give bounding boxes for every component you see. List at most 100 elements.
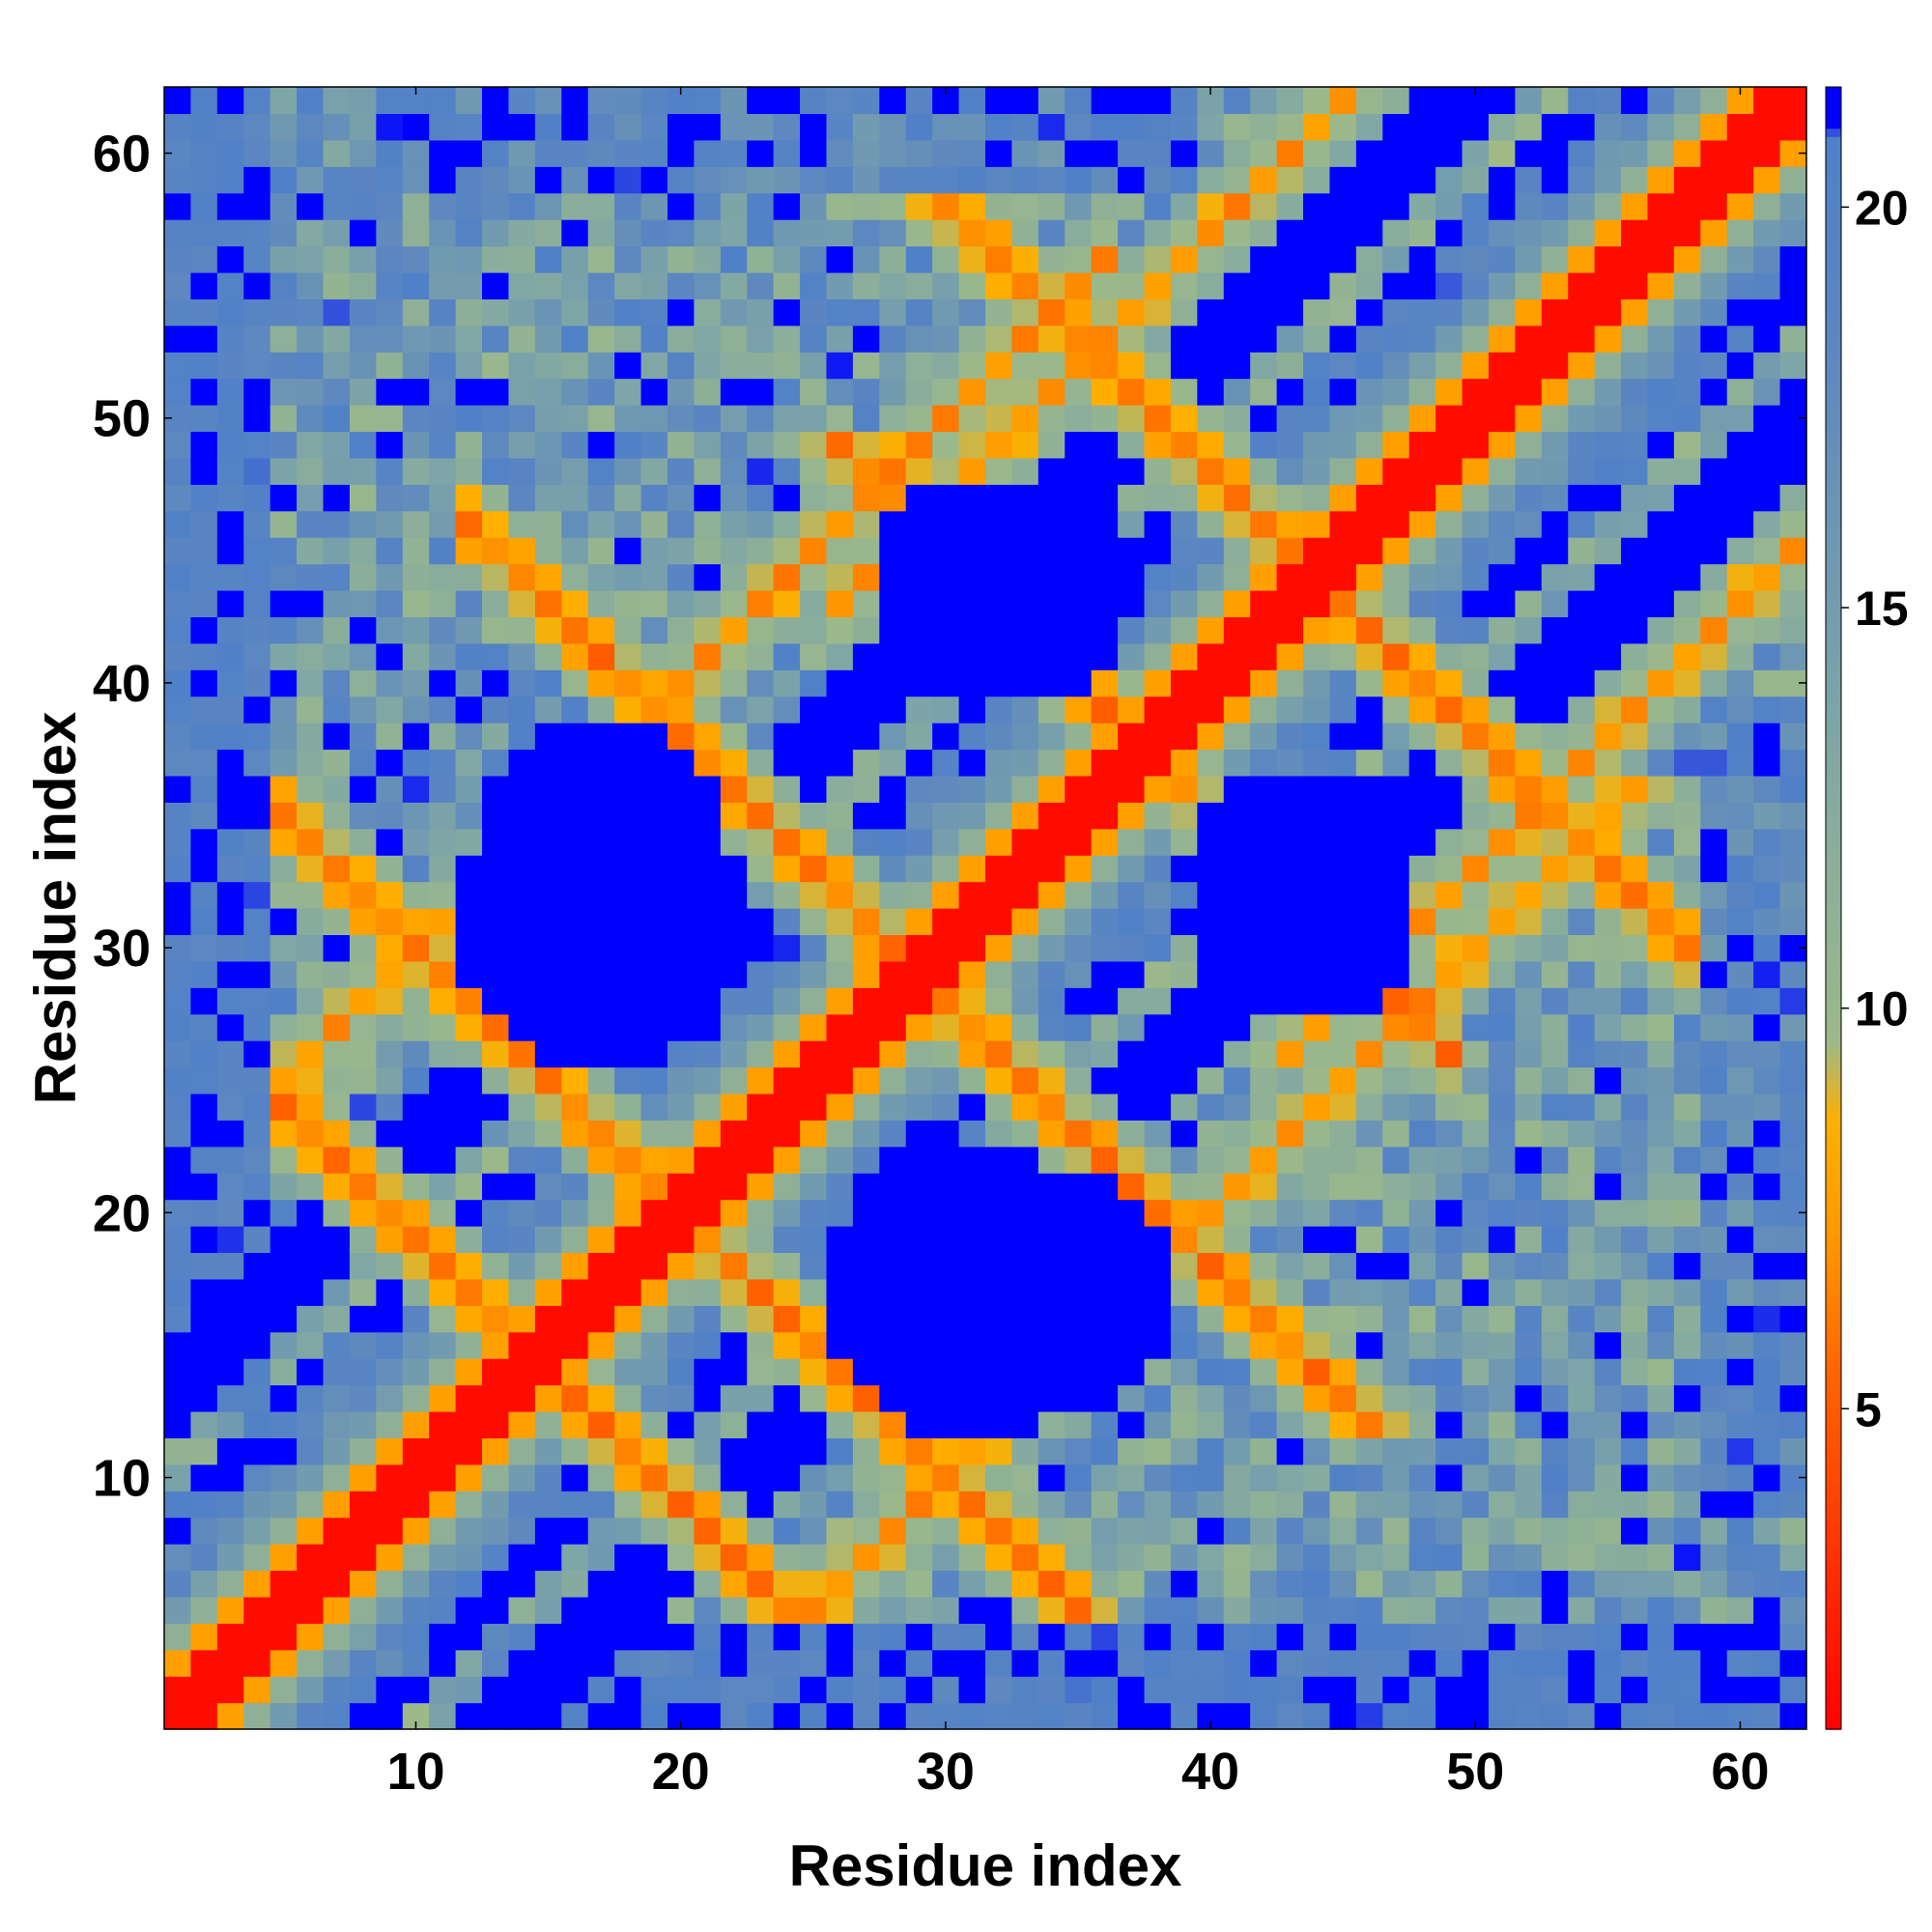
heatmap-cell [429,642,457,670]
heatmap-cell [1223,1623,1251,1651]
heatmap-cell [243,1120,271,1148]
heatmap-cell [243,934,271,962]
heatmap-cell [1223,537,1251,565]
heatmap-cell [270,1517,298,1545]
heatmap-cell [1673,616,1701,644]
heatmap-cell [1091,563,1119,591]
heatmap-cell [1355,802,1383,830]
heatmap-cell [1276,87,1304,115]
heatmap-cell [402,1437,430,1465]
heatmap-cell [747,457,775,485]
heatmap-cell [905,352,933,380]
heatmap-cell [1091,1199,1119,1227]
heatmap-cell [455,589,483,617]
heatmap-cell [1515,908,1543,936]
heatmap-cell [1408,669,1436,697]
heatmap-cell [640,775,668,803]
heatmap-cell [720,1702,748,1730]
heatmap-cell [376,113,404,141]
heatmap-cell [747,1199,775,1227]
heatmap-cell [1621,642,1649,670]
heatmap-cell [1355,352,1383,380]
heatmap-cell [1621,828,1649,856]
y-tick-label: 40 [93,655,151,713]
heatmap-cell [482,1093,510,1121]
heatmap-cell [1382,87,1410,115]
heatmap-cell [1144,1649,1172,1677]
heatmap-cell [614,987,642,1015]
heatmap-cell [1700,775,1728,803]
heatmap-cell [1700,934,1728,962]
heatmap-cell [1303,1463,1331,1492]
heatmap-cell [1647,1199,1675,1227]
heatmap-cell [905,1570,933,1598]
heatmap-cell [1091,1120,1119,1148]
heatmap-cell [747,881,775,909]
heatmap-cell [349,1702,377,1730]
heatmap-cell [852,166,880,194]
heatmap-cell [349,1491,377,1519]
heatmap-cell [1568,457,1596,485]
heatmap-cell [1303,1410,1331,1438]
heatmap-cell [402,1040,430,1068]
heatmap-cell [190,802,218,830]
heatmap-cell [243,1410,271,1438]
colorbar-segment [1826,916,1841,925]
heatmap-cell [164,828,192,856]
heatmap-cell [455,1146,483,1174]
heatmap-cell [773,775,801,803]
heatmap-cell [614,1093,642,1121]
heatmap-cell [1118,1463,1146,1492]
heatmap-cell [1779,325,1807,353]
heatmap-cell [985,352,1013,380]
heatmap-cell [1118,484,1146,512]
heatmap-cell [1382,457,1410,485]
heatmap-cell [323,1120,351,1148]
heatmap-cell [1329,1410,1357,1438]
heatmap-cell [614,510,642,538]
heatmap-cell [1118,431,1146,459]
heatmap-cell [190,245,218,273]
heatmap-cell [1011,1226,1039,1254]
y-axis-title: Residue index [23,712,88,1105]
heatmap-cell [1673,802,1701,830]
heatmap-cell [1329,1649,1357,1677]
heatmap-cell [455,245,483,273]
heatmap-cell [1118,1199,1146,1227]
heatmap-cell [1223,1040,1251,1068]
heatmap-cell [1037,908,1065,936]
heatmap-cell [1250,908,1278,936]
heatmap-cell [1197,1013,1225,1041]
heatmap-cell [905,616,933,644]
heatmap-cell [482,1358,510,1386]
heatmap-cell [747,139,775,167]
heatmap-cell [1303,881,1331,909]
heatmap-cell [747,642,775,670]
heatmap-cell [985,431,1013,459]
colorbar-segment [1826,604,1841,613]
heatmap-cell [429,934,457,962]
heatmap-cell [800,1066,828,1094]
heatmap-cell [508,457,536,485]
heatmap-cell [1700,669,1728,697]
heatmap-cell [1488,934,1516,962]
heatmap-cell [694,1570,722,1598]
heatmap-cell [958,881,986,909]
heatmap-cell [694,113,722,141]
heatmap-cell [1594,1570,1622,1598]
colorbar-segment [1826,801,1841,810]
heatmap-cell [297,1120,325,1148]
heatmap-cell [1276,1491,1304,1519]
heatmap-cell [1250,1384,1278,1412]
heatmap-cell [1647,1040,1675,1068]
colorbar-segment [1826,941,1841,951]
heatmap-cell [1118,1066,1146,1094]
heatmap-cell [190,139,218,167]
heatmap-cell [694,1305,722,1333]
heatmap-cell [1065,405,1093,433]
heatmap-cell [402,934,430,962]
heatmap-cell [773,1120,801,1148]
heatmap-cell [561,589,589,617]
heatmap-cell [1647,431,1675,459]
heatmap-cell [1250,1491,1278,1519]
